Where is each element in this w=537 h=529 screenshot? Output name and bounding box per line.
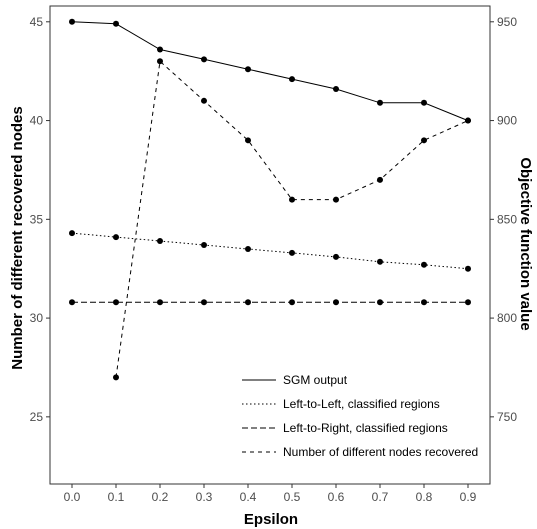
data-point bbox=[245, 245, 251, 252]
data-point bbox=[421, 137, 427, 144]
data-point bbox=[69, 299, 75, 306]
y-right-tick-label: 900 bbox=[497, 114, 517, 128]
x-tick-label: 0.0 bbox=[64, 490, 81, 504]
legend: SGM output Left-to-Left, classified regio… bbox=[242, 373, 478, 459]
data-point bbox=[113, 374, 119, 381]
x-tick-label: 0.8 bbox=[416, 490, 433, 504]
data-point bbox=[113, 299, 119, 306]
data-point bbox=[377, 299, 383, 306]
y-left-tick-label: 40 bbox=[30, 114, 44, 128]
data-point bbox=[245, 66, 251, 73]
data-point bbox=[377, 176, 383, 183]
data-point bbox=[157, 58, 163, 65]
data-point bbox=[289, 249, 295, 256]
legend-label: Left-to-Left, classified regions bbox=[283, 397, 440, 411]
axis-ticks: 0.0 0.1 0.2 0.3 0.4 0.5 0.6 0.7 0.8 0.9 25 30 35 40 45… bbox=[30, 15, 518, 504]
y-right-tick-label: 800 bbox=[497, 311, 517, 325]
data-point bbox=[157, 238, 163, 245]
x-tick-label: 0.9 bbox=[460, 490, 477, 504]
data-point bbox=[245, 299, 251, 306]
data-point bbox=[333, 253, 339, 260]
data-point bbox=[201, 56, 207, 63]
data-point bbox=[465, 117, 471, 124]
y-right-tick-label: 750 bbox=[497, 410, 517, 424]
x-tick-label: 0.6 bbox=[328, 490, 345, 504]
data-point bbox=[113, 234, 119, 241]
y-left-tick-label: 35 bbox=[30, 212, 44, 226]
data-point bbox=[289, 76, 295, 83]
series-lines bbox=[71, 21, 469, 378]
y-right-tick-label: 850 bbox=[497, 212, 517, 226]
x-axis-title: Epsilon bbox=[244, 511, 298, 528]
data-point bbox=[201, 242, 207, 248]
data-point bbox=[69, 230, 75, 237]
series-line-1 bbox=[71, 21, 469, 122]
x-tick-label: 0.3 bbox=[196, 490, 213, 504]
data-point bbox=[465, 299, 471, 306]
series-points bbox=[69, 18, 471, 381]
data-point bbox=[201, 97, 207, 104]
y-axis-right-title: Objective function value bbox=[517, 157, 534, 330]
series-line-4 bbox=[115, 60, 469, 378]
y-left-tick-label: 30 bbox=[30, 311, 44, 325]
data-point bbox=[377, 99, 383, 106]
data-point bbox=[421, 99, 427, 106]
plot-panel bbox=[49, 5, 491, 485]
data-point bbox=[289, 196, 295, 203]
data-point bbox=[245, 137, 251, 144]
data-point bbox=[377, 258, 383, 265]
x-tick-label: 0.4 bbox=[240, 490, 257, 504]
data-point bbox=[201, 299, 207, 306]
data-point bbox=[333, 196, 339, 203]
data-point bbox=[157, 299, 163, 306]
data-point bbox=[465, 265, 471, 272]
data-point bbox=[421, 299, 427, 306]
x-tick-label: 0.7 bbox=[372, 490, 389, 504]
legend-label: SGM output bbox=[283, 373, 348, 387]
data-point bbox=[157, 46, 163, 53]
data-point bbox=[113, 20, 119, 27]
legend-label: Left-to-Right, classified regions bbox=[283, 421, 448, 435]
x-tick-label: 0.5 bbox=[284, 490, 301, 504]
plot-border bbox=[49, 5, 491, 485]
data-point bbox=[333, 299, 339, 306]
data-point bbox=[421, 261, 427, 268]
x-tick-label: 0.2 bbox=[152, 490, 169, 504]
legend-label: Number of different nodes recovered bbox=[283, 445, 478, 459]
data-point bbox=[289, 299, 295, 306]
y-left-tick-label: 25 bbox=[30, 410, 44, 424]
x-tick-label: 0.1 bbox=[108, 490, 125, 504]
data-point bbox=[333, 85, 339, 92]
data-point bbox=[69, 18, 75, 25]
y-axis-left-title: Number of different recovered nodes bbox=[9, 106, 26, 369]
y-right-tick-label: 950 bbox=[497, 15, 517, 29]
y-left-tick-label: 45 bbox=[30, 15, 44, 29]
